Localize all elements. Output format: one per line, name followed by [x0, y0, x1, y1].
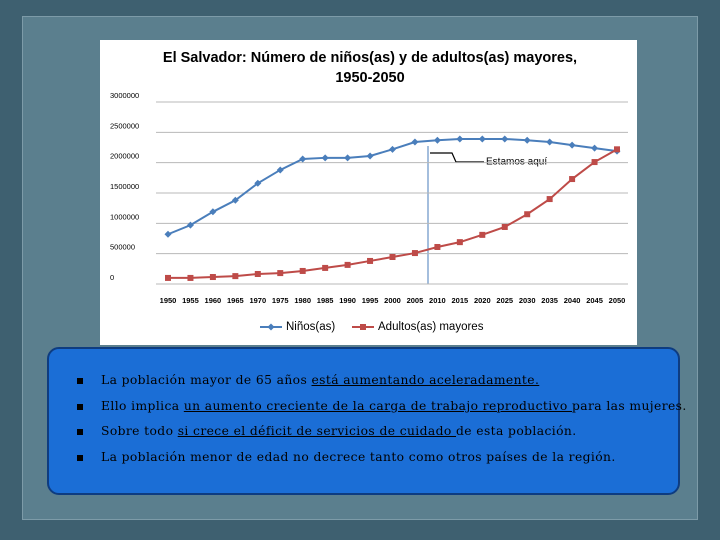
bullet-text: está aumentando aceleradamente.	[311, 373, 540, 387]
y-tick-label: 500000	[110, 243, 135, 252]
x-tick-label: 2050	[609, 296, 626, 305]
point	[344, 261, 351, 268]
legend-marker	[267, 323, 275, 331]
point	[434, 243, 441, 250]
point	[277, 270, 284, 277]
x-tick-label: 1960	[205, 296, 222, 305]
y-tick-label: 2000000	[110, 152, 139, 161]
point	[568, 141, 576, 149]
bullet-list: La población mayor de 65 años está aumen…	[77, 373, 687, 475]
point	[276, 166, 284, 174]
point	[366, 152, 374, 160]
point	[232, 273, 239, 280]
point	[501, 135, 509, 143]
point	[209, 208, 217, 216]
bullet-text: de esta población.	[456, 424, 577, 438]
point	[299, 267, 306, 274]
x-tick-label: 1955	[182, 296, 199, 305]
bullet: La población mayor de 65 años está aumen…	[77, 373, 687, 399]
point	[501, 223, 508, 230]
point	[322, 264, 329, 271]
x-tick-label: 1950	[160, 296, 177, 305]
chart-svg: Estamos aquí 0 500000 1000000 1500000 200000…	[110, 91, 628, 333]
point	[321, 154, 329, 162]
point	[411, 138, 419, 146]
point	[523, 136, 531, 144]
point	[411, 250, 418, 257]
bullet-text: La población menor de edad no decrece ta…	[101, 449, 616, 464]
point	[479, 231, 486, 238]
x-tick-label: 2035	[541, 296, 558, 305]
bullet-text: Sobre todo	[101, 424, 178, 438]
y-tick-label: 1000000	[110, 212, 139, 221]
x-tick-label: 2045	[586, 296, 603, 305]
point	[187, 274, 194, 281]
x-tick-label: 1980	[294, 296, 311, 305]
point	[231, 196, 239, 204]
bullet: La población menor de edad no decrece ta…	[77, 450, 687, 476]
point	[546, 138, 554, 146]
point	[456, 135, 464, 143]
legend-label: Niños(as)	[286, 321, 335, 333]
point	[389, 254, 396, 261]
bullet: Sobre todo si crece el déficit de servic…	[77, 424, 687, 450]
point	[433, 136, 441, 144]
annotation-arrow	[430, 152, 484, 163]
annotation: Estamos aquí	[486, 157, 547, 168]
point	[165, 274, 171, 281]
point	[299, 155, 307, 163]
x-tick-label: 2040	[564, 296, 581, 305]
x-tick-label: 1965	[227, 296, 244, 305]
point	[524, 211, 531, 218]
bullet: Ello implica un aumento creciente de la …	[77, 399, 687, 425]
series-line	[167, 138, 618, 236]
point	[186, 221, 194, 229]
chart-title: El Salvador: Número de niños(as) y de ad…	[162, 50, 578, 86]
x-tick-label: 1975	[272, 296, 289, 305]
point	[569, 176, 576, 183]
point	[591, 159, 598, 166]
point	[164, 230, 172, 238]
x-tick-label: 2020	[474, 296, 491, 305]
point	[614, 146, 620, 153]
text-box: La población mayor de 65 años está aumen…	[47, 347, 686, 495]
legend-marker	[360, 324, 366, 330]
x-tick-label: 2030	[519, 296, 536, 305]
chart: Estamos aquí 0 500000 1000000 1500000 200000…	[100, 40, 637, 345]
x-tick-label: 1970	[249, 296, 266, 305]
point	[389, 145, 396, 153]
point	[209, 274, 216, 281]
point	[367, 257, 374, 264]
point	[456, 239, 463, 246]
x-tick-label: 1985	[317, 296, 334, 305]
y-tick-label: 3000000	[110, 91, 139, 100]
point	[546, 196, 553, 203]
point	[254, 270, 261, 277]
bullet-text: Ello implica	[101, 398, 184, 413]
bullet-text: si crece el déficit de servicios de cuid…	[177, 424, 457, 438]
y-tick-label: 0	[110, 273, 114, 282]
bullet-text: La población mayor de 65 años	[101, 373, 312, 387]
x-tick-label: 2015	[452, 296, 469, 305]
bullet-text: para las mujeres.	[572, 398, 687, 413]
x-tick-label: 1995	[362, 296, 379, 305]
y-tick-label: 2500000	[110, 121, 139, 130]
x-tick-label: 2000	[384, 296, 401, 305]
legend-label: Adultos(as) mayores	[378, 321, 484, 333]
y-tick-label: 1500000	[110, 182, 139, 191]
x-tick-label: 2010	[429, 296, 446, 305]
bullet-text: un aumento creciente de la carga de trab…	[183, 398, 573, 413]
x-tick-label: 2025	[496, 296, 513, 305]
x-tick-label: 1990	[339, 296, 356, 305]
point	[478, 135, 486, 143]
point	[344, 154, 352, 162]
x-tick-label: 2005	[407, 296, 424, 305]
point	[591, 144, 599, 152]
